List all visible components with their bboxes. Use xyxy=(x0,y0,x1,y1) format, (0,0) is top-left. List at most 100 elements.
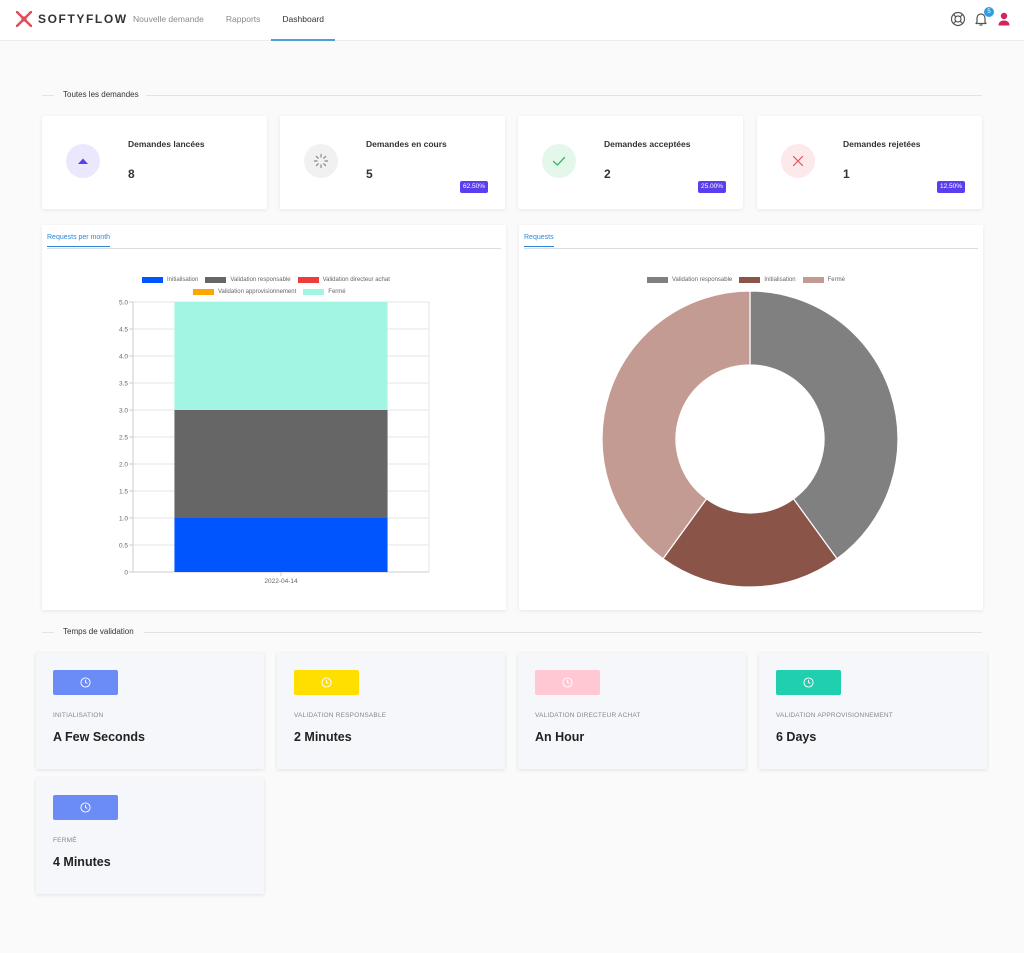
clock-icon xyxy=(535,670,600,695)
bar-legend-row-2: Validation approvisionnement Fermé xyxy=(193,289,353,295)
validation-duration: A Few Seconds xyxy=(53,730,145,744)
bar-segment[interactable] xyxy=(174,302,388,410)
section-all-requests: Toutes les demandes xyxy=(42,89,982,101)
bar-legend-row-1: Initialisation Validation responsable Va… xyxy=(142,277,397,283)
stat-card-launched: Demandes lancées 8 xyxy=(42,116,267,209)
section-validation-time: Temps de validation xyxy=(42,626,982,638)
percentage-badge: 62.50% xyxy=(459,181,488,193)
y-tick-label: 0.5 xyxy=(119,543,128,550)
y-tick-label: 1.5 xyxy=(119,489,128,496)
stat-card-in-progress: Demandes en cours 5 62.50% xyxy=(280,116,505,209)
legend-item[interactable]: Fermé xyxy=(303,289,346,295)
bar-segment[interactable] xyxy=(174,410,388,518)
legend-label: Validation responsable xyxy=(672,277,733,283)
legend-item[interactable]: Validation responsable xyxy=(647,277,732,283)
requests-panel: Requests Validation responsable Initiali… xyxy=(519,225,983,610)
validation-step-label: FERMÉ xyxy=(53,837,77,844)
validation-card-ferme: FERMÉ 4 Minutes xyxy=(36,778,264,894)
donut-legend: Validation responsable Initialisation Fe… xyxy=(647,277,852,283)
legend-item[interactable]: Initialisation xyxy=(739,277,796,283)
clock-icon xyxy=(53,795,118,820)
close-icon xyxy=(781,144,815,178)
legend-label: Validation responsable xyxy=(230,277,291,283)
donut-slice[interactable] xyxy=(601,290,751,560)
stat-value: 2 xyxy=(604,167,611,181)
tab-requests[interactable]: Requests xyxy=(524,234,554,247)
stat-title: Demandes en cours xyxy=(366,139,447,149)
percentage-badge: 12.50% xyxy=(936,181,965,193)
validation-duration: 2 Minutes xyxy=(294,730,352,744)
legend-label: Initialisation xyxy=(764,277,796,283)
nav-rapports[interactable]: Rapports xyxy=(225,14,261,24)
tab-requests-per-month[interactable]: Requests per month xyxy=(47,234,111,247)
y-tick-label: 2.5 xyxy=(119,435,128,442)
triangle-up-icon xyxy=(66,144,100,178)
user-icon[interactable] xyxy=(996,11,1012,27)
legend-item[interactable]: Validation directeur achat xyxy=(297,277,390,283)
y-tick-label: 4.0 xyxy=(119,354,128,361)
section-all-requests-title: Toutes les demandes xyxy=(63,89,139,101)
x-tick-label: 2022-04-14 xyxy=(264,578,298,585)
y-tick-label: 3.0 xyxy=(119,408,128,415)
legend-label: Initialisation xyxy=(167,277,199,283)
y-tick-label: 4.5 xyxy=(119,327,128,334)
stat-title: Demandes lancées xyxy=(128,139,205,149)
panel-tabs: Requests xyxy=(524,225,978,249)
check-icon xyxy=(542,144,576,178)
legend-label: Validation directeur achat xyxy=(322,277,390,283)
legend-label: Fermé xyxy=(827,277,845,283)
validation-card-approvisionnement: VALIDATION APPROVISIONNEMENT 6 Days xyxy=(759,653,987,769)
clock-icon xyxy=(776,670,841,695)
legend-item[interactable]: Initialisation xyxy=(142,277,198,283)
percentage-badge: 25.00% xyxy=(697,181,726,193)
stat-value: 5 xyxy=(366,167,373,181)
clock-icon xyxy=(53,670,118,695)
y-tick-label: 2.0 xyxy=(119,462,128,469)
y-tick-label: 5.0 xyxy=(119,300,128,307)
requests-per-month-panel: Requests per month Initialisation Valida… xyxy=(42,225,506,610)
nav-nouvelle-demande[interactable]: Nouvelle demande xyxy=(133,14,204,24)
support-icon[interactable] xyxy=(950,11,966,27)
donut-slice[interactable] xyxy=(662,498,838,588)
legend-label: Validation approvisionnement xyxy=(218,289,297,295)
validation-card-initialisation: INITIALISATION A Few Seconds xyxy=(36,653,264,769)
main-nav: Nouvelle demande Rapports Dashboard xyxy=(122,0,335,41)
softyflow-logo-icon xyxy=(16,11,32,27)
validation-duration: 6 Days xyxy=(776,730,817,744)
validation-step-label: VALIDATION DIRECTEUR ACHAT xyxy=(535,712,641,719)
panel-tabs: Requests per month xyxy=(47,225,501,249)
section-validation-time-title: Temps de validation xyxy=(63,626,134,638)
validation-step-label: VALIDATION RESPONSABLE xyxy=(294,712,387,719)
validation-duration: An Hour xyxy=(535,730,585,744)
spinner-icon xyxy=(304,144,338,178)
clock-icon xyxy=(294,670,359,695)
validation-step-label: INITIALISATION xyxy=(53,712,104,719)
bar-segment[interactable] xyxy=(174,518,388,572)
validation-card-directeur-achat: VALIDATION DIRECTEUR ACHAT An Hour xyxy=(518,653,746,769)
bell-icon[interactable]: 5 xyxy=(973,7,994,27)
stat-value: 8 xyxy=(128,167,135,181)
donut-chart xyxy=(601,290,899,588)
brand-logo[interactable]: SOFTYFLOW xyxy=(16,11,128,27)
stat-value: 1 xyxy=(843,167,850,181)
validation-step-label: VALIDATION APPROVISIONNEMENT xyxy=(776,712,893,719)
legend-item[interactable]: Fermé xyxy=(802,277,845,283)
y-tick-label: 1.0 xyxy=(119,516,128,523)
stat-title: Demandes rejetées xyxy=(843,139,921,149)
stat-card-accepted: Demandes acceptées 2 25.00% xyxy=(518,116,743,209)
validation-card-responsable: VALIDATION RESPONSABLE 2 Minutes xyxy=(277,653,505,769)
stat-title: Demandes acceptées xyxy=(604,139,691,149)
y-tick-label: 0 xyxy=(124,570,128,577)
validation-duration: 4 Minutes xyxy=(53,855,111,869)
legend-item[interactable]: Validation approvisionnement xyxy=(193,289,296,295)
nav-dashboard[interactable]: Dashboard xyxy=(271,0,335,41)
legend-item[interactable]: Validation responsable xyxy=(205,277,291,283)
top-navbar: SOFTYFLOW Nouvelle demande Rapports Dash… xyxy=(0,0,1024,41)
header-actions: 5 xyxy=(943,7,1012,27)
stacked-bar-chart: 0 0.5 1.0 1.5 2.0 2.5 3.0 3.5 4.0 4.5 5.0 2022-04-1… xyxy=(119,300,430,585)
y-tick-label: 3.5 xyxy=(119,381,128,388)
notification-badge: 5 xyxy=(984,7,994,17)
donut-slice[interactable] xyxy=(749,290,899,560)
legend-label: Fermé xyxy=(328,289,346,295)
brand-name: SOFTYFLOW xyxy=(38,12,128,26)
